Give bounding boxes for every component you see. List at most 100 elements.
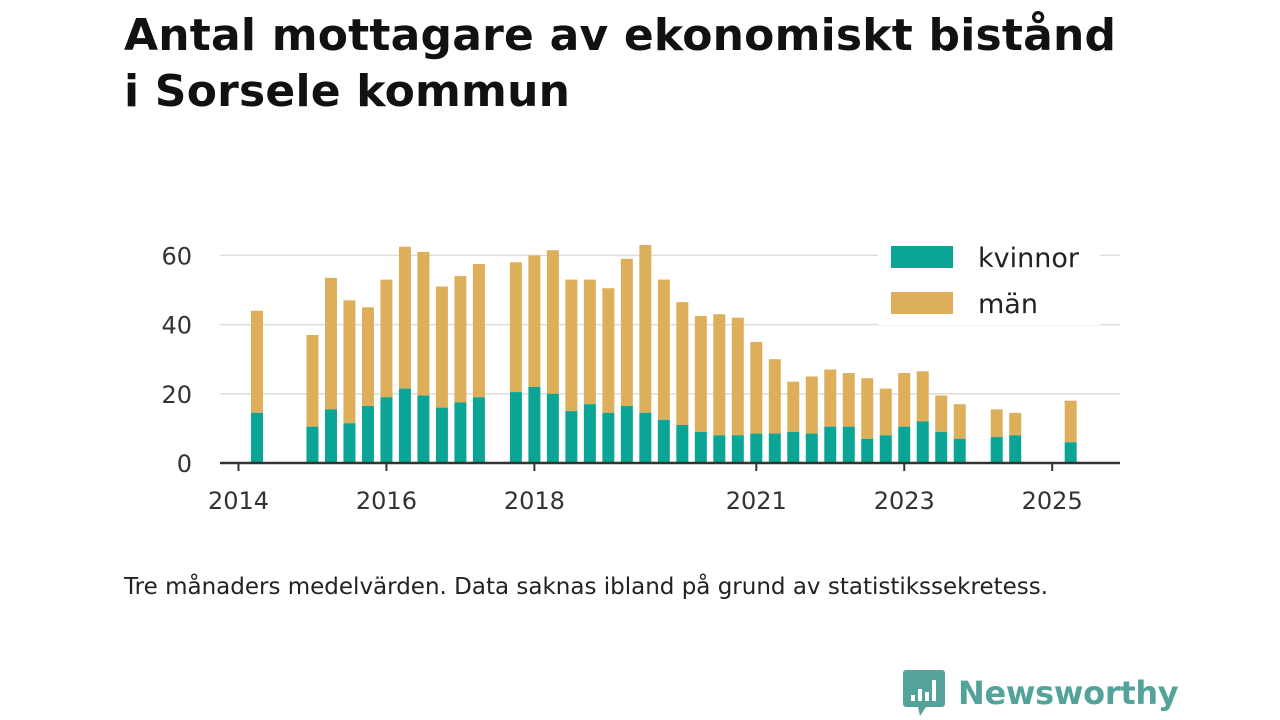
- bar-kvinnor: [842, 426, 855, 463]
- bar-kvinnor: [657, 419, 670, 463]
- bar-kvinnor: [731, 435, 744, 463]
- bar-kvinnor: [824, 426, 837, 463]
- bar-kvinnor: [602, 412, 615, 463]
- bar-man: [731, 317, 744, 436]
- chart-title-line-2: i Sorsele kommun: [124, 66, 571, 117]
- brand-logo[interactable]: Newsworthy: [902, 668, 1179, 718]
- bar-kvinnor: [990, 437, 1003, 463]
- bar-man: [861, 378, 874, 439]
- bar-kvinnor: [916, 421, 929, 463]
- legend: kvinnor män: [878, 237, 1100, 325]
- bar-kvinnor: [417, 395, 430, 463]
- bar-kvinnor: [546, 393, 559, 463]
- bar-man: [1009, 412, 1022, 436]
- bar-kvinnor: [324, 409, 337, 463]
- bar-kvinnor: [676, 424, 689, 463]
- bar-man: [916, 371, 929, 422]
- newsworthy-logo-icon: [903, 670, 945, 716]
- bar-kvinnor: [435, 407, 448, 463]
- bar-kvinnor: [454, 402, 467, 463]
- bar-man: [454, 276, 467, 403]
- x-tick-label: 2023: [874, 487, 935, 515]
- bar-man: [435, 286, 448, 408]
- bar-man: [879, 388, 892, 436]
- bar-man: [361, 307, 374, 406]
- bar-man: [583, 279, 596, 405]
- bar-kvinnor: [879, 435, 892, 463]
- bar-man: [620, 258, 633, 406]
- x-tick-label: 2014: [208, 487, 269, 515]
- bar-man: [805, 376, 818, 434]
- bar-kvinnor: [620, 405, 633, 463]
- bar-kvinnor: [528, 386, 541, 463]
- bar-man: [639, 245, 652, 413]
- legend-swatch: [891, 292, 953, 314]
- bar-man: [306, 334, 319, 427]
- bar-man: [787, 381, 800, 432]
- bar-man: [657, 279, 670, 420]
- bar-chart: 0 20 40 60 2014 2016 2018 2021 2023 2025 kvinnor m…: [161, 237, 1120, 515]
- bar-man: [602, 288, 615, 413]
- bar-kvinnor: [250, 412, 263, 463]
- bar-man: [824, 369, 837, 427]
- bar-man: [528, 255, 541, 387]
- bar-man: [676, 302, 689, 425]
- bar-kvinnor: [398, 388, 411, 463]
- axes: 0 20 40 60 2014 2016 2018 2021 2023 2025: [161, 242, 1120, 515]
- x-tick-label: 2016: [356, 487, 417, 515]
- bar-man: [935, 395, 948, 432]
- brand-name: Newsworthy: [958, 674, 1179, 712]
- bars: [250, 245, 1077, 463]
- legend-label: kvinnor: [978, 243, 1080, 274]
- bar-man: [398, 246, 411, 389]
- bar-kvinnor: [805, 433, 818, 463]
- bar-kvinnor: [1009, 435, 1022, 463]
- bar-kvinnor: [380, 397, 393, 463]
- x-tick-label: 2021: [726, 487, 787, 515]
- bar-man: [565, 279, 578, 412]
- legend-label: män: [978, 289, 1038, 320]
- bar-kvinnor: [343, 423, 356, 463]
- bar-man: [380, 279, 393, 398]
- bar-man: [343, 300, 356, 424]
- bar-kvinnor: [361, 405, 374, 463]
- bar-man: [953, 404, 966, 439]
- bar-kvinnor: [565, 411, 578, 463]
- y-tick-label: 60: [161, 242, 192, 270]
- bar-kvinnor: [306, 426, 319, 463]
- chart-title-line-1: Antal mottagare av ekonomiskt bistånd: [124, 10, 1117, 61]
- footnote: Tre månaders medelvärden. Data saknas ib…: [124, 574, 1049, 600]
- legend-swatch: [891, 246, 953, 268]
- bar-kvinnor: [768, 433, 781, 463]
- bar-kvinnor: [694, 431, 707, 463]
- bar-man: [713, 314, 726, 436]
- bar-man: [898, 373, 911, 427]
- bar-kvinnor: [953, 438, 966, 463]
- bar-man: [1064, 400, 1077, 443]
- bar-man: [694, 315, 707, 432]
- bar-kvinnor: [787, 431, 800, 463]
- bar-man: [509, 262, 522, 393]
- y-tick-label: 20: [161, 381, 192, 409]
- bar-man: [990, 409, 1003, 438]
- bar-kvinnor: [583, 404, 596, 463]
- bar-kvinnor: [713, 435, 726, 463]
- bar-man: [842, 373, 855, 427]
- y-tick-label: 40: [161, 312, 192, 340]
- bar-man: [417, 251, 430, 396]
- bar-kvinnor: [861, 438, 874, 463]
- bar-kvinnor: [750, 433, 763, 463]
- bar-man: [750, 341, 763, 434]
- chart-title: Antal mottagare av ekonomiskt bistånd i …: [124, 8, 1224, 120]
- bar-man: [546, 250, 559, 394]
- bar-kvinnor: [639, 412, 652, 463]
- bar-man: [324, 277, 337, 410]
- bar-man: [768, 359, 781, 434]
- bar-kvinnor: [935, 431, 948, 463]
- bar-kvinnor: [1064, 442, 1077, 463]
- bar-kvinnor: [472, 397, 485, 463]
- x-tick-label: 2018: [504, 487, 565, 515]
- bar-kvinnor: [898, 426, 911, 463]
- bar-man: [472, 264, 485, 398]
- bar-kvinnor: [509, 392, 522, 463]
